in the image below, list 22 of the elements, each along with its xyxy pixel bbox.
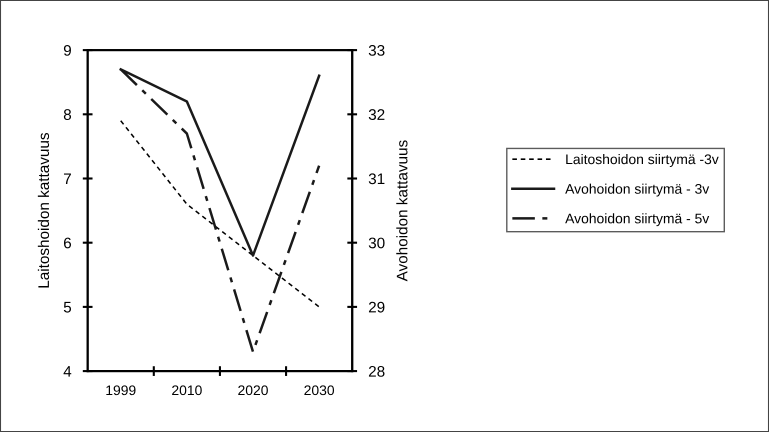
y2-tick-label: 29 [368,302,384,313]
y2-tick-label: 30 [368,238,385,248]
y-tick-label: 8 [64,109,72,120]
legend-label: Laitoshoidon siirtymä -3v [566,154,719,167]
y-tick-label: 9 [64,44,71,56]
y-tick-label: 5 [64,302,72,313]
legend-label: Avohoidon siirtymä - 5v [565,213,710,226]
y-tick-label: 4 [64,366,72,377]
y2-tick-label: 31 [368,173,384,184]
y-axis-title: Laitoshoidon kattavuus [38,133,50,288]
y2-axis-title: Avohoidon kattavuus [396,140,408,282]
x-tick-label: 2020 [238,385,268,396]
x-tick-label: 2010 [172,385,202,396]
y2-tick-label: 32 [368,109,384,120]
x-tick-label: 1999 [106,385,136,396]
y-tick-label: 6 [64,238,72,248]
x-tick-label: 2030 [304,385,334,396]
line-series [120,120,320,308]
y2-tick-label: 28 [368,366,385,377]
y2-tick-label: 33 [368,44,384,56]
y-tick-label: 7 [64,174,71,184]
legend-label: Avohoidon siirtymä - 3v [565,184,710,197]
